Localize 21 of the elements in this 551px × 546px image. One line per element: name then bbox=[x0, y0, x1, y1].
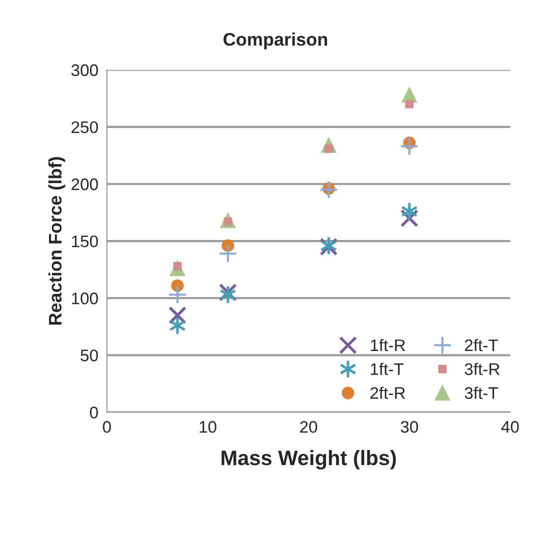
y-axis-title: Reaction Force (lbf) bbox=[48, 157, 66, 325]
y-tick-label: 100 bbox=[72, 292, 98, 304]
y-tick-label: 150 bbox=[72, 235, 98, 248]
legend-label: 3ft-T bbox=[464, 386, 498, 399]
y-tick-label: 50 bbox=[80, 350, 98, 362]
x-tick-label: 20 bbox=[300, 421, 318, 433]
y-tick-label: 0 bbox=[90, 406, 98, 418]
legend-label: 1ft-T bbox=[370, 362, 404, 376]
y-tick-label: 300 bbox=[71, 64, 98, 76]
y-tick-label: 250 bbox=[72, 121, 98, 134]
x-tick-label: 40 bbox=[501, 421, 519, 433]
legend-label: 1ft-R bbox=[370, 338, 406, 352]
x-tick-label: 10 bbox=[200, 421, 216, 433]
chart-title: Comparison bbox=[224, 32, 328, 50]
x-axis-title: Mass Weight (lbs) bbox=[222, 450, 396, 470]
x-tick-label: 0 bbox=[102, 421, 111, 433]
y-tick-label: 200 bbox=[72, 178, 98, 190]
legend-label: 2ft-T bbox=[464, 338, 498, 352]
legend-label: 3ft-R bbox=[464, 362, 500, 376]
legend-label: 2ft-R bbox=[370, 386, 406, 399]
x-tick-label: 30 bbox=[400, 421, 418, 433]
